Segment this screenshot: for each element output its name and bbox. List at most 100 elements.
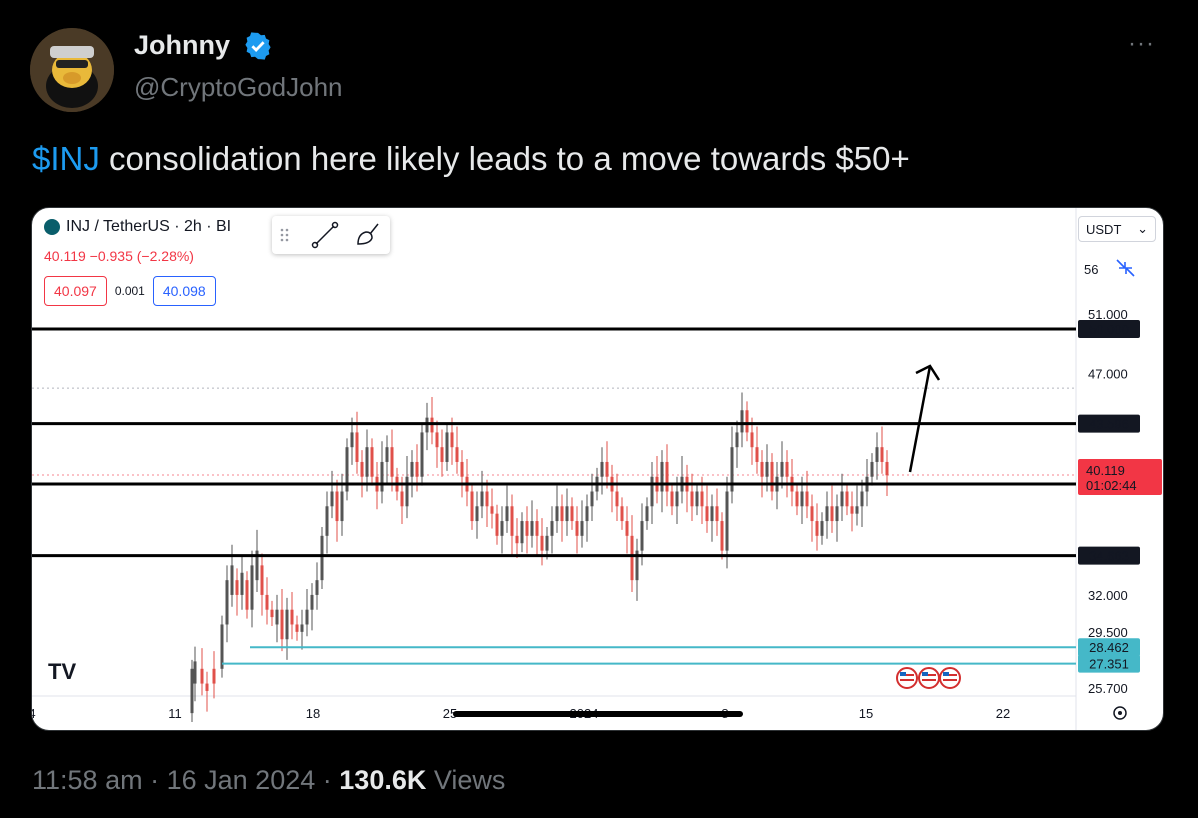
candle	[625, 521, 629, 536]
candle	[295, 624, 299, 632]
candle	[390, 447, 394, 477]
level-label-50.000: 50.000	[1089, 322, 1129, 337]
candle	[840, 491, 844, 507]
candle	[740, 410, 744, 433]
candle	[690, 491, 694, 507]
candle	[360, 461, 364, 477]
level-label-34.663: 34.663	[1089, 549, 1129, 564]
cashtag-link[interactable]: $INJ	[32, 140, 100, 177]
candle	[193, 661, 197, 684]
buy-price-box[interactable]: 40.098	[152, 276, 216, 306]
candle	[520, 521, 524, 544]
candle	[290, 609, 294, 625]
collapse-icon	[1116, 259, 1135, 277]
spread-value: 0.001	[114, 284, 145, 298]
candle	[380, 461, 384, 492]
candle	[705, 506, 709, 522]
candle	[510, 506, 514, 536]
candle	[830, 506, 834, 522]
candle	[755, 447, 759, 462]
x-tick-label: 15	[859, 706, 873, 721]
candle	[435, 432, 439, 448]
flag-stripe	[922, 674, 936, 676]
injective-logo-icon	[44, 219, 60, 235]
candle	[365, 447, 369, 477]
candle	[460, 461, 464, 477]
candle	[515, 535, 519, 544]
candle	[470, 491, 474, 522]
media-scrubber-bar	[453, 711, 743, 717]
candle	[695, 491, 699, 507]
level-tag-50.000	[1078, 320, 1140, 338]
chart-image[interactable]: 50.00043.59639.51134.66328.46227.35140.1…	[31, 207, 1164, 731]
candle	[300, 624, 304, 632]
price-chart: 50.00043.59639.51134.66328.46227.35140.1…	[32, 208, 1162, 730]
chevron-down-icon: ⌄	[1137, 221, 1148, 236]
candle	[230, 565, 234, 595]
brush-icon[interactable]	[357, 223, 379, 245]
candle	[635, 550, 639, 581]
candle	[480, 491, 484, 507]
tradingview-logo-icon: TV	[48, 659, 76, 684]
candle	[800, 491, 804, 507]
candle	[550, 521, 554, 536]
x-tick-label: 25	[443, 706, 457, 721]
author-name[interactable]: Johnny	[134, 30, 231, 60]
candle	[670, 491, 674, 507]
avatar[interactable]	[30, 28, 114, 112]
tweet-time[interactable]: 11:58 am	[32, 765, 143, 795]
candle	[370, 447, 374, 477]
candle	[445, 432, 449, 462]
candle	[410, 461, 414, 477]
candle	[530, 521, 534, 536]
flag-stripe	[900, 674, 914, 676]
current-price-tag	[1078, 458, 1162, 495]
tweet-meta: 11:58 am · 16 Jan 2024 · 130.6K Views	[32, 765, 505, 796]
candle	[560, 506, 564, 522]
candle	[220, 624, 224, 669]
y-tick-label: 29.500	[1088, 625, 1128, 640]
candle	[810, 506, 814, 522]
verified-badge-icon	[245, 32, 271, 60]
trend-line-icon[interactable]	[311, 221, 339, 249]
candle	[565, 506, 569, 522]
candle	[780, 461, 784, 477]
candle	[785, 461, 789, 477]
candle	[415, 461, 419, 477]
candle	[735, 432, 739, 448]
candle	[335, 491, 339, 522]
countdown-label: 01:02:44	[1086, 478, 1137, 493]
separator: ·	[322, 765, 332, 795]
candle	[505, 506, 509, 522]
candle	[490, 506, 494, 514]
price-change: 40.119 −0.935 (−2.28%)	[44, 248, 194, 264]
candle	[225, 580, 229, 625]
tweet-date[interactable]: 16 Jan 2024	[166, 765, 316, 795]
candle	[190, 668, 194, 714]
symbol-label: INJ / TetherUS · 2h · BI	[66, 218, 232, 235]
candle	[525, 521, 529, 536]
level-tag-27.351	[1078, 654, 1140, 673]
settings-gear-center	[1118, 711, 1122, 715]
candle	[760, 461, 764, 477]
more-options-button[interactable]: ···	[1128, 30, 1155, 57]
candle	[285, 609, 289, 640]
candle	[212, 668, 216, 684]
sell-price-box[interactable]: 40.097	[44, 276, 107, 306]
candle	[835, 506, 839, 522]
y-tick-label: 25.700	[1088, 681, 1128, 696]
candle	[730, 447, 734, 492]
level-tag-43.596	[1078, 414, 1140, 433]
arrow-head	[915, 364, 941, 381]
candle	[660, 461, 664, 492]
drag-handle-icon[interactable]	[280, 228, 289, 242]
candle	[645, 506, 649, 522]
candle	[385, 447, 389, 462]
candle	[535, 521, 539, 536]
author-handle[interactable]: @CryptoGodJohn	[134, 72, 343, 102]
currency-select[interactable]: USDT ⌄	[1078, 216, 1156, 242]
tweet-body: consolidation here likely leads to a mov…	[99, 140, 910, 177]
candle	[345, 447, 349, 492]
candle	[475, 506, 479, 522]
candle	[620, 506, 624, 522]
